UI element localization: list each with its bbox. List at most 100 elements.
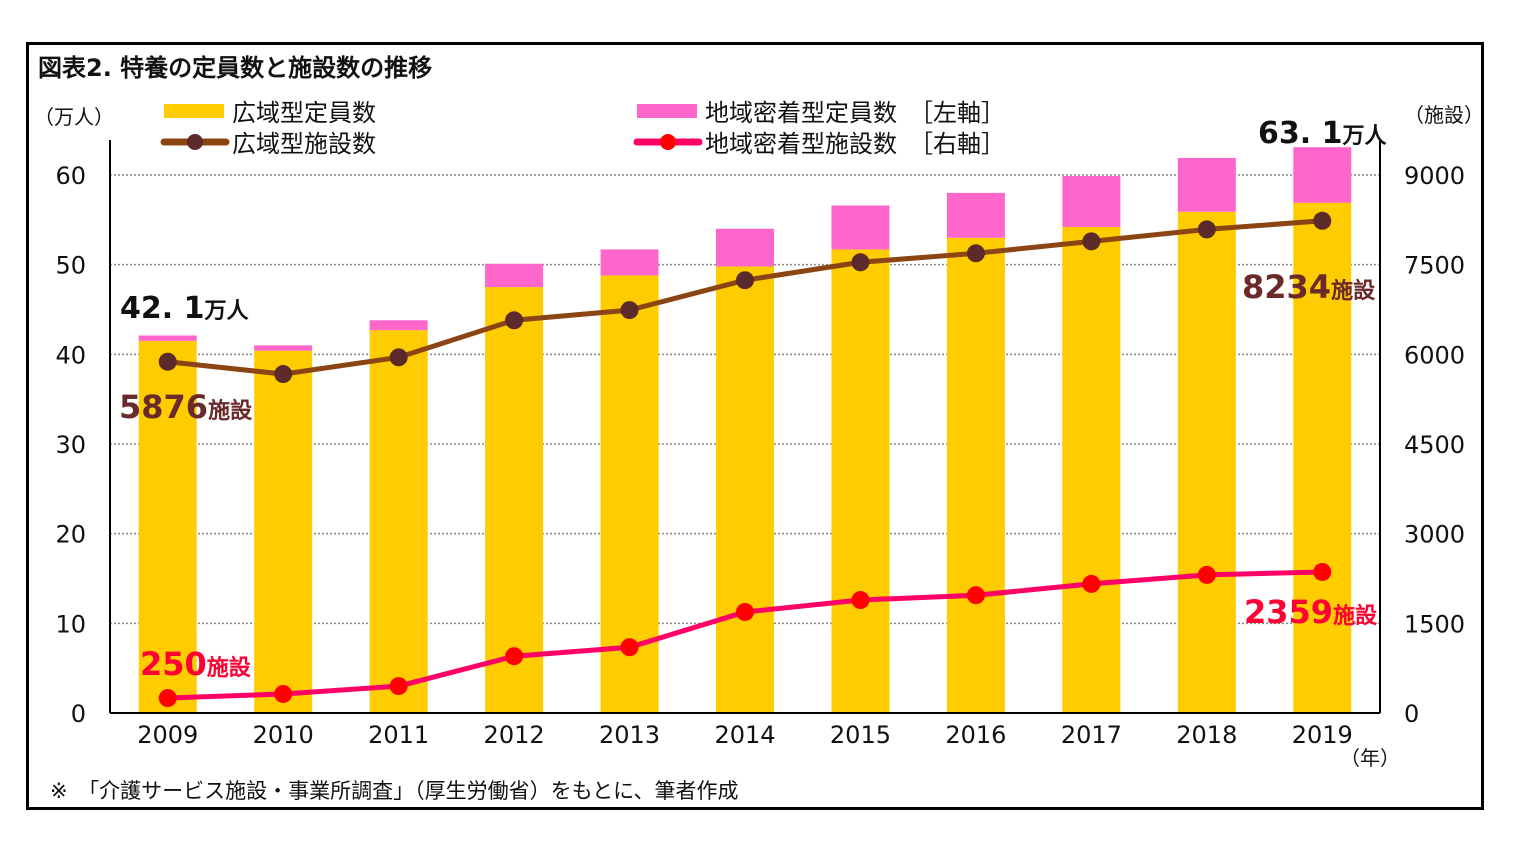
x-tick-label: 2017	[1061, 721, 1122, 749]
legend-label-wide-capacity: 広域型定員数	[232, 99, 376, 127]
bar-local-capacity-2017	[1062, 175, 1121, 228]
annotation-total-2009: 42. 1万人	[120, 291, 248, 326]
bar-wide-capacity-2019	[1293, 202, 1352, 713]
point-local-facilities-2014	[736, 602, 754, 621]
bar-local-capacity-2014	[716, 228, 774, 267]
bar-local-capacity-2018	[1177, 157, 1236, 212]
footnote: ※ 「介護サービス施設・事業所調査」（厚生労働省）をもとに、筆者作成	[50, 779, 739, 803]
bar-wide-capacity-2015	[831, 249, 890, 713]
x-unit-label: （年）	[1340, 746, 1400, 770]
x-tick-label: 2015	[830, 721, 891, 749]
point-wide-facilities-2009	[158, 352, 177, 371]
bar-local-capacity-2011	[369, 320, 428, 331]
point-wide-facilities-2010	[274, 365, 293, 384]
legend-swatch-local-capacity	[637, 104, 697, 118]
chart-frame	[26, 42, 1484, 810]
bar-local-capacity-2019	[1293, 147, 1352, 203]
point-wide-facilities-2013	[620, 301, 639, 320]
right-tick-label: 6000	[1404, 341, 1465, 369]
bar-wide-capacity-2012	[485, 287, 544, 713]
bar-local-capacity-2015	[831, 205, 890, 250]
legend-marker-wide-facilities	[187, 134, 203, 150]
bar-wide-capacity-2017	[1062, 227, 1121, 714]
annotation-wide-2019: 8234施設	[1242, 268, 1376, 306]
right-tick-label: 3000	[1404, 521, 1465, 549]
x-tick-label: 2016	[945, 721, 1006, 749]
bar-wide-capacity-2014	[716, 266, 774, 713]
bar-wide-capacity-2011	[369, 330, 428, 713]
point-wide-facilities-2018	[1197, 220, 1216, 239]
point-local-facilities-2013	[620, 638, 639, 657]
point-wide-facilities-2016	[966, 244, 985, 263]
point-local-facilities-2010	[274, 684, 293, 703]
annotation-local-2009-value: 250	[140, 645, 207, 683]
point-local-facilities-2015	[851, 591, 870, 610]
bar-local-capacity-2013	[600, 249, 659, 276]
point-local-facilities-2009	[158, 689, 177, 708]
x-tick-label: 2010	[253, 721, 314, 749]
point-wide-facilities-2017	[1082, 232, 1101, 251]
x-tick-label: 2018	[1176, 721, 1237, 749]
point-wide-facilities-2014	[736, 271, 754, 290]
point-local-facilities-2011	[389, 677, 408, 696]
annotation-total-2019: 63. 1万人	[1258, 116, 1386, 151]
x-tick-label: 2013	[599, 721, 660, 749]
legend-label-local-facilities: 地域密着型施設数 ［右軸］	[705, 130, 1005, 158]
right-tick-label: 4500	[1404, 431, 1465, 459]
left-tick-label: 0	[71, 700, 86, 728]
annotation-wide-2009: 5876施設	[119, 388, 253, 426]
annotation-total-2019-unit: 万人	[1341, 124, 1386, 149]
x-tick-label: 2019	[1292, 721, 1353, 749]
point-wide-facilities-2011	[389, 348, 408, 367]
annotation-local-2019-unit: 施設	[1333, 603, 1378, 629]
legend-label-wide-facilities: 広域型施設数	[232, 130, 376, 158]
legend-marker-local-facilities	[660, 134, 676, 150]
annotation-local-2019-value: 2359	[1244, 593, 1333, 631]
bar-local-capacity-2012	[485, 263, 544, 288]
left-axis-label: （万人）	[34, 105, 114, 129]
bar-local-capacity-2010	[254, 345, 313, 351]
left-tick-label: 20	[55, 521, 86, 549]
right-tick-label: 9000	[1404, 162, 1465, 190]
left-tick-label: 60	[55, 162, 86, 190]
annotation-total-2009-value: 42. 1	[120, 291, 204, 326]
annotation-total-2019-value: 63. 1	[1258, 116, 1342, 151]
annotation-local-2009: 250施設	[140, 645, 252, 683]
right-tick-label: 7500	[1404, 252, 1465, 280]
right-axis-label: （施設）	[1404, 103, 1484, 127]
annotation-wide-2019-unit: 施設	[1331, 278, 1376, 304]
point-local-facilities-2016	[966, 586, 985, 605]
annotation-wide-2009-value: 5876	[119, 388, 208, 426]
point-local-facilities-2012	[505, 647, 524, 666]
bar-local-capacity-2016	[946, 192, 1005, 238]
point-wide-facilities-2019	[1313, 211, 1332, 230]
bar-wide-capacity-2009	[138, 340, 197, 713]
point-wide-facilities-2012	[505, 311, 524, 330]
x-tick-label: 2012	[484, 721, 545, 749]
point-local-facilities-2019	[1313, 562, 1332, 581]
point-local-facilities-2018	[1197, 565, 1216, 584]
right-tick-label: 0	[1404, 700, 1419, 728]
bar-local-capacity-2009	[138, 335, 197, 341]
x-tick-label: 2011	[368, 721, 429, 749]
left-tick-label: 30	[55, 431, 86, 459]
left-tick-label: 40	[55, 341, 86, 369]
chart-title: 図表2. 特養の定員数と施設数の推移	[38, 54, 432, 82]
bar-wide-capacity-2018	[1177, 211, 1236, 713]
annotation-wide-2009-unit: 施設	[208, 398, 253, 424]
x-tick-label: 2009	[137, 721, 198, 749]
x-tick-label: 2014	[714, 721, 775, 749]
legend-swatch-wide-capacity	[164, 104, 224, 118]
bar-wide-capacity-2010	[254, 350, 313, 713]
point-local-facilities-2017	[1082, 574, 1101, 593]
left-tick-label: 10	[55, 610, 86, 638]
bar-wide-capacity-2016	[946, 237, 1005, 713]
legend: 広域型定員数 広域型施設数 地域密着型定員数 ［左軸］ 地域密着型施設数 ［右軸…	[160, 99, 1005, 158]
legend-label-local-capacity: 地域密着型定員数 ［左軸］	[705, 99, 1005, 127]
annotation-local-2019: 2359施設	[1244, 593, 1378, 631]
left-tick-label: 50	[55, 252, 86, 280]
annotation-total-2009-unit: 万人	[203, 299, 248, 324]
point-wide-facilities-2015	[851, 253, 870, 272]
annotation-wide-2019-value: 8234	[1242, 268, 1331, 306]
